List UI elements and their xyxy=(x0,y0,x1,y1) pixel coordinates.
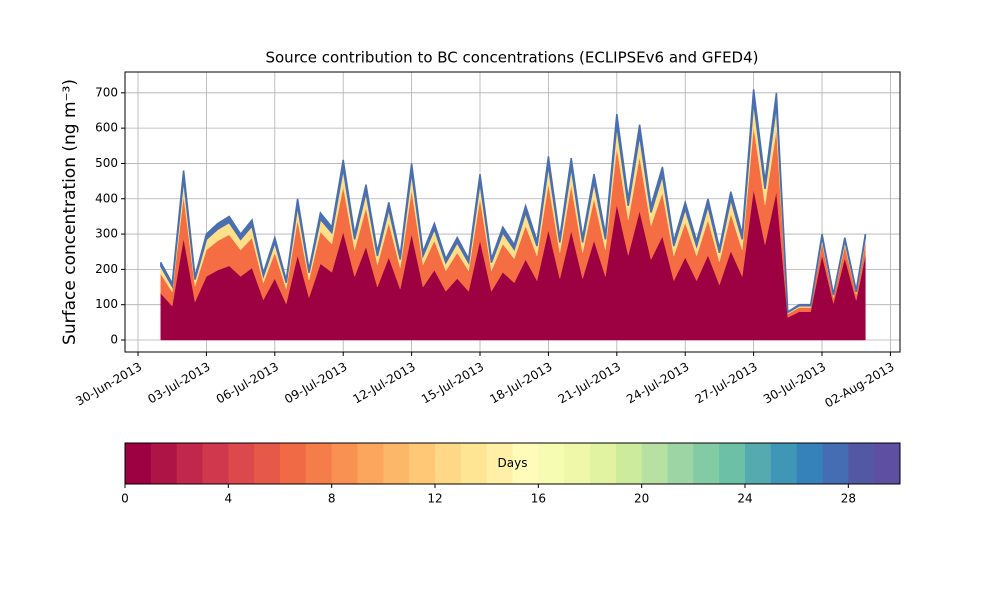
chart-title: Source contribution to BC concentrations… xyxy=(265,49,758,67)
colorbar-cell xyxy=(641,443,668,484)
colorbar-tick-label: 0 xyxy=(121,492,129,506)
colorbar-cell xyxy=(228,443,255,484)
colorbar-cell xyxy=(512,443,539,484)
colorbar-cell xyxy=(538,443,565,484)
colorbar-cell xyxy=(150,443,178,484)
x-tick-label: 09-Jul-2013 xyxy=(282,360,349,407)
x-tick-label: 06-Jul-2013 xyxy=(214,360,281,407)
y-tick-label: 100 xyxy=(95,297,118,311)
colorbar-tick-label: 12 xyxy=(427,492,442,506)
colorbar-cell xyxy=(667,443,694,484)
colorbar-label: Days xyxy=(498,456,528,470)
colorbar-tick-label: 20 xyxy=(634,492,649,506)
colorbar-cell xyxy=(874,443,901,484)
x-tick-label: 02-Aug-2013 xyxy=(822,360,896,411)
x-tick-label: 30-Jul-2013 xyxy=(761,360,828,407)
colorbar-cell xyxy=(486,443,513,484)
x-tick-label: 03-Jul-2013 xyxy=(145,360,212,407)
y-tick-label: 600 xyxy=(95,121,118,135)
y-tick-label: 500 xyxy=(95,156,118,170)
colorbar-cell xyxy=(719,443,746,484)
colorbar-cell xyxy=(409,443,436,484)
colorbar-cell xyxy=(848,443,875,484)
colorbar-cell xyxy=(745,443,772,484)
y-tick-label: 400 xyxy=(95,191,118,205)
x-tick-label: 24-Jul-2013 xyxy=(624,360,691,407)
colorbar-cell xyxy=(770,443,798,484)
colorbar-cell xyxy=(822,443,849,484)
x-tick-label: 18-Jul-2013 xyxy=(487,360,554,407)
x-tick-label: 12-Jul-2013 xyxy=(351,360,418,407)
colorbar-cell xyxy=(435,443,462,484)
colorbar-cell xyxy=(615,443,643,484)
colorbar-tick-label: 28 xyxy=(841,492,856,506)
y-axis-label: Surface concentration (ng m⁻³) xyxy=(60,79,80,345)
colorbar-cell xyxy=(693,443,720,484)
colorbar-frame xyxy=(124,442,901,485)
colorbar-cell xyxy=(383,443,410,484)
colorbar-cell xyxy=(125,443,152,484)
plot-frame xyxy=(124,71,901,353)
colorbar-tick-label: 4 xyxy=(225,492,233,506)
colorbar-cell xyxy=(254,443,281,484)
x-tick-label: 21-Jul-2013 xyxy=(556,360,623,407)
colorbar-tick-label: 16 xyxy=(531,492,546,506)
x-tick-label: 15-Jul-2013 xyxy=(419,360,486,407)
colorbar-cell xyxy=(202,443,229,484)
y-tick-label: 300 xyxy=(95,227,118,241)
y-tick-label: 0 xyxy=(110,332,118,346)
y-tick-label: 700 xyxy=(95,85,118,99)
colorbar-cell xyxy=(357,443,384,484)
colorbar-tick-label: 24 xyxy=(737,492,752,506)
colorbar-cell xyxy=(176,443,203,484)
x-tick-label: 30-Jun-2013 xyxy=(73,360,144,409)
colorbar-cell xyxy=(305,443,333,484)
area-layer xyxy=(160,89,867,314)
colorbar-cell xyxy=(590,443,617,484)
colorbar-cell xyxy=(564,443,591,484)
y-tick-label: 200 xyxy=(95,262,118,276)
colorbar-cell xyxy=(331,443,358,484)
colorbar-cell xyxy=(280,443,307,484)
colorbar-tick-label: 8 xyxy=(328,492,336,506)
colorbar-cell xyxy=(460,443,488,484)
colorbar-cell xyxy=(796,443,823,484)
x-tick-label: 27-Jul-2013 xyxy=(693,360,760,407)
